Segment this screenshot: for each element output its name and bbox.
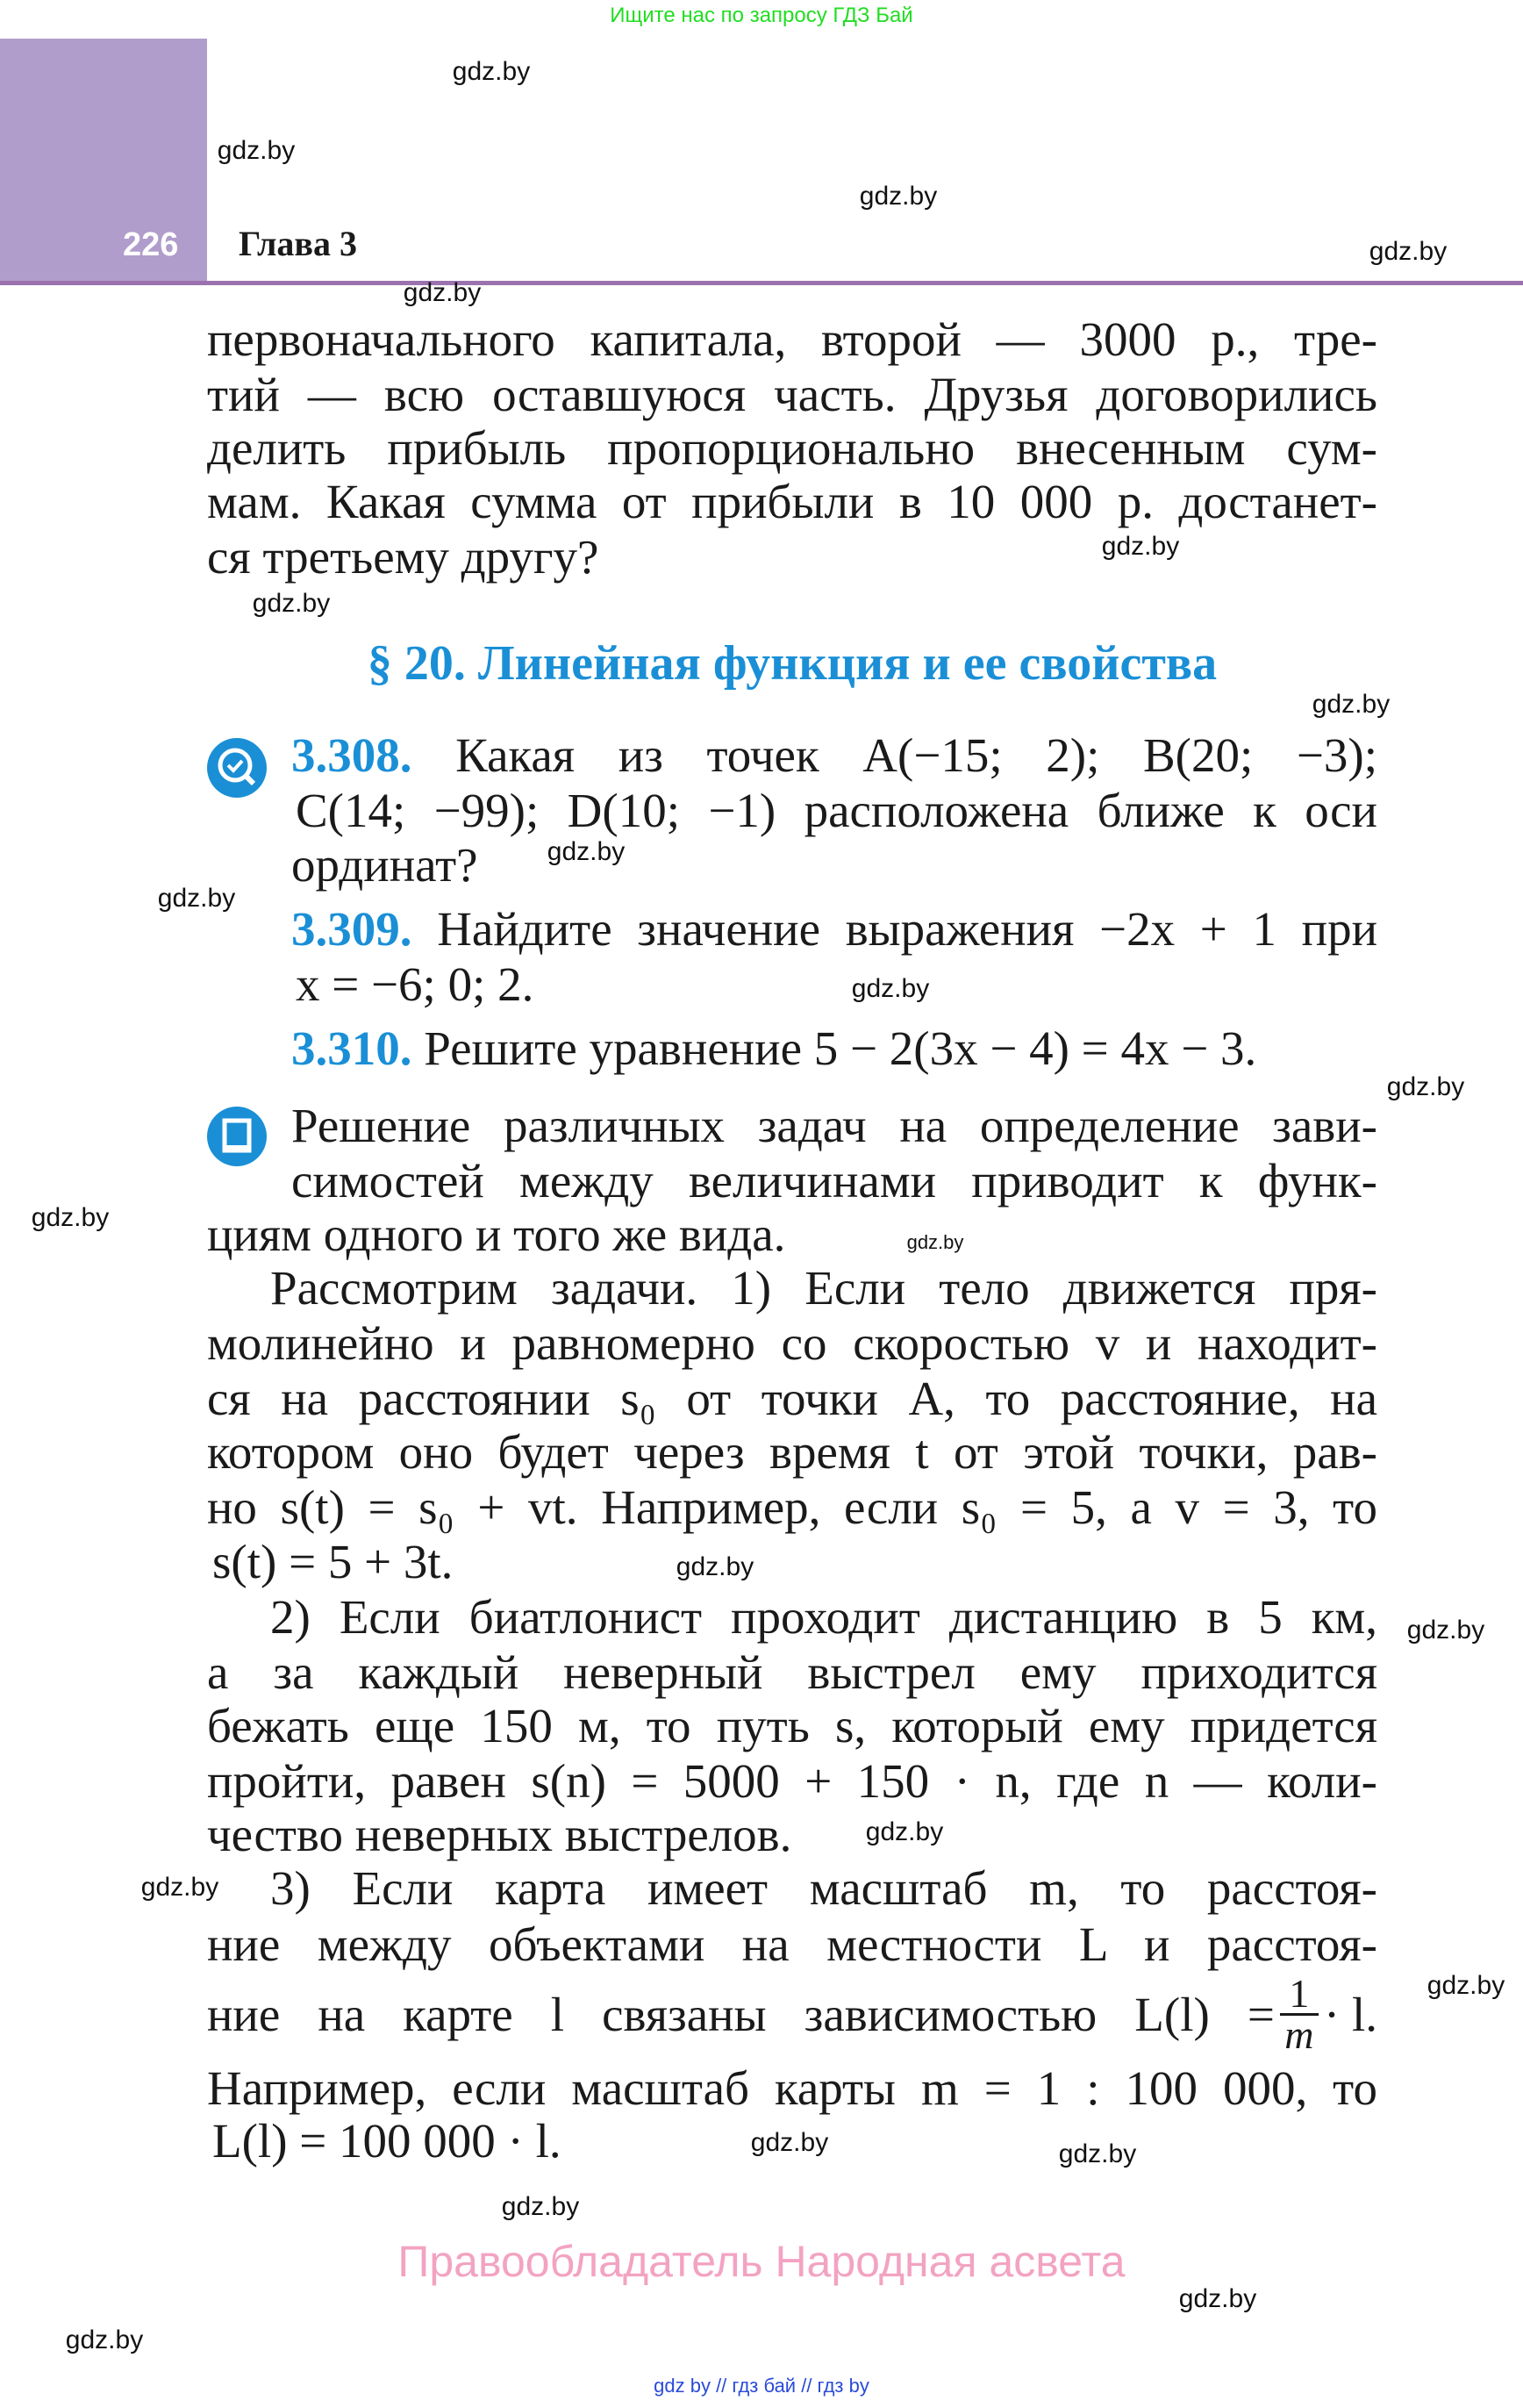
text-line: мам. Какая сумма от прибыли в 10 000 р. … [207, 475, 1377, 528]
page-number-tab [0, 39, 207, 283]
text-line: симостей между величинами приводит к фун… [291, 1154, 1377, 1208]
watermark: gdz.by [65, 2326, 144, 2354]
text-line: циям одного и того же вида. [207, 1208, 786, 1261]
watermark: gdz.by [1426, 1971, 1505, 2000]
exercise-number: 3.308. [291, 728, 412, 782]
numerator: 1 [1289, 1970, 1310, 2016]
watermark: gdz.by [906, 1231, 964, 1253]
text: Какая из точек A(−15; 2); B(20; −3); [455, 728, 1377, 782]
exercise-number: 3.310. [291, 1021, 412, 1075]
text-line: пройти, равен s(n) = 5000 + 150 · n, где… [207, 1754, 1377, 1808]
text-line: ся третьему другу? [207, 530, 599, 584]
watermark: gdz.by [547, 837, 626, 866]
watermark: gdz.by [676, 1552, 754, 1581]
text: Решите уравнение 5 − 2(3x − 4) = 4x − 3. [424, 1021, 1257, 1075]
denominator: m [1284, 2011, 1314, 2057]
watermark: gdz.by [1058, 2139, 1137, 2168]
watermark: gdz.by [1386, 1072, 1465, 1101]
chapter-title: Глава 3 [239, 224, 357, 263]
watermark: gdz.by [1369, 237, 1448, 266]
watermark: gdz.by [1312, 690, 1391, 719]
text: · l. [1323, 1987, 1377, 2041]
text: ние на карте l связаны зависимостью L(l)… [207, 1987, 1275, 2041]
exercise-3308-line: 3.308. Какая из точек A(−15; 2); B(20; −… [291, 728, 1377, 783]
text-line: 3) Если карта имеет масштаб m, то рассто… [270, 1861, 1377, 1915]
text-line: котором оно будет через время t от этой … [207, 1425, 1377, 1479]
text-line: L(l) = 100 000 · l. [212, 2114, 561, 2168]
watermark: gdz.by [140, 1873, 219, 1902]
exercise-3310-line: 3.310. Решите уравнение 5 − 2(3x − 4) = … [291, 1021, 1377, 1076]
text-line: а за каждый неверный выстрел ему приходи… [207, 1645, 1377, 1699]
watermark: gdz.by [501, 2192, 580, 2221]
watermark: gdz.by [157, 884, 236, 913]
text-line: первоначального капитала, второй — 3000 … [207, 312, 1377, 366]
text-line: чество неверных выстрелов. [207, 1808, 792, 1861]
text-line: s(t) = 5 + 3t. [212, 1535, 454, 1588]
text-line: бежать еще 150 м, то путь s, который ему… [207, 1699, 1377, 1752]
watermark: gdz.by [1101, 532, 1180, 561]
formula-line: ние на карте l связаны зависимостью L(l)… [207, 1970, 1377, 2057]
text-line: x = −6; 0; 2. [296, 957, 534, 1011]
watermark: gdz.by [1406, 1616, 1485, 1645]
watermark: gdz.by [31, 1203, 110, 1232]
exercise-3309-line: 3.309. Найдите значение выражения −2x + … [291, 902, 1377, 957]
watermark: gdz.by [859, 182, 938, 211]
text-line: C(14; −99); D(10; −1) расположена ближе … [296, 784, 1377, 837]
text-line: Рассмотрим задачи. 1) Если тело движется… [270, 1261, 1377, 1315]
header-divider [0, 281, 1523, 285]
watermark: gdz.by [750, 2128, 829, 2157]
page-number: 226 [123, 226, 179, 263]
watermark: gdz.by [217, 136, 296, 165]
copyright-notice: Правообладатель Народная асвета [397, 2237, 1126, 2286]
text-line: Решение различных задач на определение з… [291, 1099, 1377, 1152]
text-line: Например, если масштаб карты m = 1 : 100… [207, 2061, 1377, 2115]
text-line: делить прибыль пропорционально внесенным… [207, 421, 1377, 475]
text-line: 2) Если биатлонист проходит дистанцию в … [270, 1590, 1377, 1644]
text-line: ся на расстоянии s₀ от точки A, то расст… [207, 1372, 1377, 1425]
exercise-number: 3.309. [291, 902, 412, 956]
watermark: gdz.by [403, 278, 482, 307]
watermark: gdz.by [865, 1817, 944, 1846]
book-icon [207, 1107, 267, 1166]
text-line: ние между объектами на местности L и рас… [207, 1917, 1377, 1971]
watermark: gdz.by [452, 57, 531, 86]
text-line: тий — всю оставшуюся часть. Друзья догов… [207, 368, 1377, 421]
section-heading: § 20. Линейная функция и ее свойства [367, 636, 1218, 691]
text-line: но s(t) = s₀ + vt. Например, если s₀ = 5… [207, 1480, 1377, 1534]
watermark: gdz.by [851, 974, 930, 1003]
watermark: gdz.by [252, 589, 331, 618]
search-check-icon [207, 738, 267, 798]
footer-links[interactable]: gdz by // гдз бай // гдз by [654, 2375, 869, 2397]
text-line: ординат? [291, 838, 478, 892]
watermark: gdz.by [1178, 2284, 1257, 2313]
search-hint: Ищите нас по запросу ГДЗ Бай [610, 4, 913, 27]
text-line: молинейно и равномерно со скоростью v и … [207, 1316, 1377, 1370]
text: Найдите значение выражения −2x + 1 при [437, 902, 1377, 956]
